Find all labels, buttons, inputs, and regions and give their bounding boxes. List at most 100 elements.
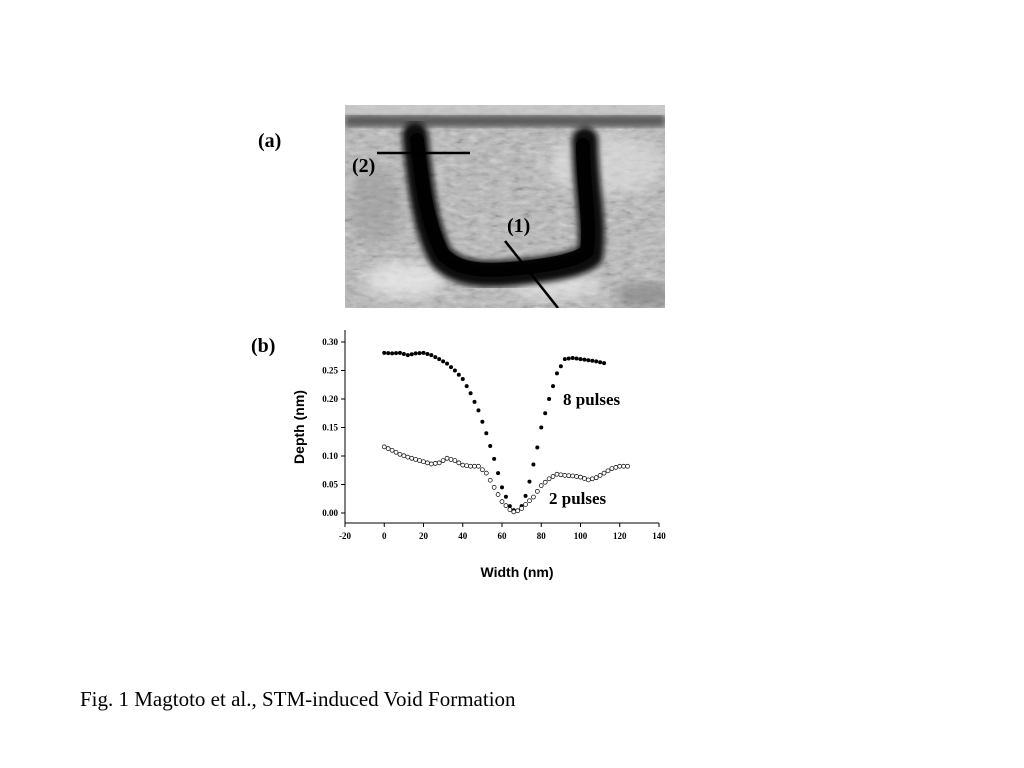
- data-point: [429, 461, 434, 467]
- data-point: [436, 460, 442, 466]
- data-point: [625, 463, 630, 469]
- data-point: [582, 357, 587, 362]
- data-point: [586, 358, 591, 363]
- data-point: [586, 477, 591, 483]
- y-tick-label: 0.10: [322, 451, 338, 461]
- data-point: [452, 368, 457, 373]
- data-point: [456, 460, 462, 466]
- series-label-8-pulses: 8 pulses: [563, 390, 621, 409]
- data-point: [468, 463, 473, 469]
- data-point: [613, 465, 619, 470]
- data-point: [503, 503, 509, 508]
- data-point: [448, 457, 454, 462]
- data-point: [531, 462, 536, 467]
- data-point: [499, 499, 505, 504]
- data-point: [444, 455, 450, 461]
- data-point: [464, 463, 470, 469]
- data-point: [621, 463, 627, 469]
- data-point: [550, 474, 556, 479]
- data-point: [601, 470, 607, 476]
- data-point: [535, 445, 540, 450]
- data-point: [487, 477, 493, 483]
- data-point: [515, 508, 521, 514]
- data-point: [590, 358, 595, 363]
- x-tick-label: 60: [498, 531, 508, 541]
- data-point: [602, 361, 607, 366]
- data-point: [523, 502, 528, 507]
- data-point: [432, 461, 438, 466]
- data-point: [394, 351, 399, 356]
- data-point: [551, 384, 556, 389]
- data-point: [558, 364, 563, 369]
- data-point: [460, 462, 466, 468]
- panel-a-label: (a): [258, 130, 282, 152]
- data-point: [488, 444, 493, 449]
- data-point: [389, 447, 395, 453]
- data-point: [598, 360, 603, 365]
- data-point: [401, 453, 407, 459]
- data-point: [574, 474, 579, 479]
- x-tick-label: 120: [613, 531, 627, 541]
- x-tick-label: 140: [652, 531, 666, 541]
- data-point: [542, 479, 548, 485]
- data-point: [421, 459, 426, 465]
- data-point: [527, 498, 532, 504]
- data-point: [597, 473, 603, 478]
- data-point: [480, 419, 485, 424]
- data-point: [496, 471, 501, 476]
- data-point: [445, 361, 450, 366]
- data-point: [578, 474, 583, 480]
- data-point: [425, 460, 430, 466]
- data-point: [534, 488, 540, 494]
- data-point: [562, 357, 567, 362]
- depth-profile-chart: -20 0 20 40 60 80 100 120 140 0.00 0.05 0.10 0.15 0.2…: [291, 330, 666, 580]
- data-point: [417, 351, 422, 356]
- data-point: [539, 425, 544, 430]
- data-point: [397, 350, 402, 355]
- data-point: [523, 493, 528, 498]
- data-point: [413, 457, 418, 462]
- data-point: [593, 475, 599, 481]
- data-point: [558, 472, 564, 478]
- data-point: [554, 371, 559, 376]
- profile-line-1: [504, 240, 559, 308]
- data-point: [582, 476, 587, 481]
- data-point: [594, 359, 599, 364]
- data-point: [578, 357, 583, 362]
- data-point: [483, 470, 489, 476]
- series-label-2-pulses: 2 pulses: [549, 489, 607, 508]
- data-point: [617, 463, 623, 469]
- chart-ticks: -20 0 20 40 60 80 100 120 140 0.00 0.05 0.10 0.15 0.2…: [322, 337, 666, 541]
- data-point: [413, 351, 418, 356]
- data-point: [409, 352, 414, 357]
- data-point: [527, 479, 532, 484]
- data-point: [440, 458, 446, 463]
- data-point: [546, 476, 552, 482]
- data-point: [425, 351, 430, 356]
- data-point: [589, 476, 595, 482]
- data-point: [393, 449, 399, 455]
- data-point: [605, 468, 611, 474]
- data-point: [609, 466, 615, 471]
- data-point: [484, 431, 489, 436]
- series-2-pulses: [381, 444, 630, 515]
- data-point: [409, 455, 415, 461]
- data-point: [472, 463, 477, 469]
- data-point: [547, 397, 552, 401]
- y-tick-label: 0.30: [322, 337, 338, 347]
- figure-caption: Fig. 1 Magtoto et al., STM-induced Void …: [80, 687, 516, 711]
- data-point: [433, 355, 438, 360]
- data-point: [460, 377, 465, 382]
- y-axis-title: Depth (nm): [291, 390, 307, 464]
- data-point: [562, 473, 568, 478]
- data-point: [503, 494, 508, 499]
- annotation-1-label: (1): [507, 215, 531, 237]
- data-point: [480, 467, 485, 473]
- x-tick-label: 40: [458, 531, 468, 541]
- data-point: [570, 355, 575, 360]
- data-point: [476, 408, 481, 413]
- data-point: [495, 492, 501, 497]
- series-8-pulses: [382, 350, 607, 513]
- data-point: [574, 356, 579, 361]
- data-point: [472, 399, 477, 404]
